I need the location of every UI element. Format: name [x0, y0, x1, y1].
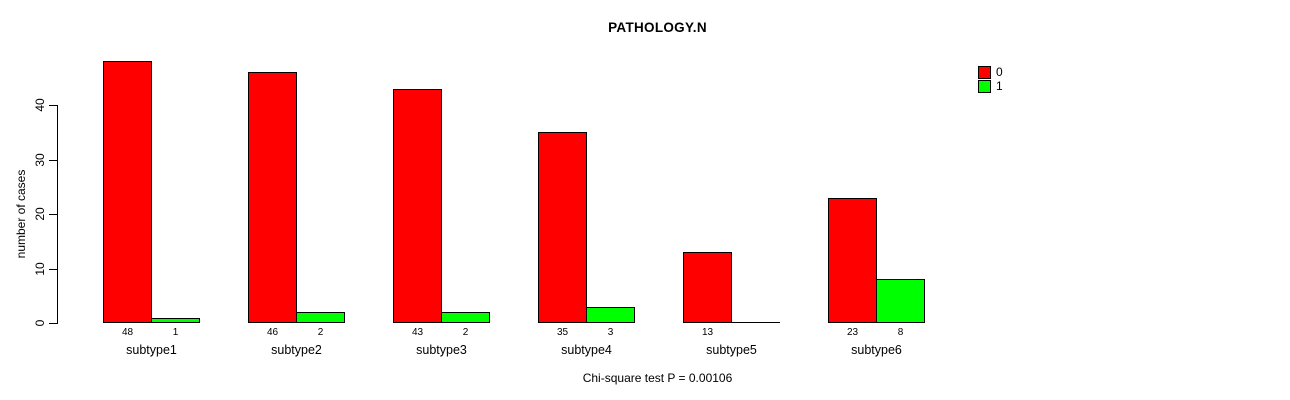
category-label-subtype4: subtype4 — [561, 343, 612, 357]
y-axis-line — [57, 105, 58, 324]
bar-subtype3-series-0 — [393, 89, 442, 323]
category-label-subtype5: subtype5 — [706, 343, 757, 357]
bar-subtype1-series-0 — [103, 61, 152, 323]
bar-subtype4-series-0 — [538, 132, 587, 323]
bar-value-label: 43 — [411, 327, 424, 338]
bar-subtype2-series-0 — [248, 72, 297, 323]
legend-label-1: 1 — [996, 79, 1003, 93]
y-tick — [49, 322, 57, 324]
y-axis-label: number of cases — [14, 169, 28, 259]
y-tick-label: 0 — [33, 319, 47, 327]
chi-square-annotation: Chi-square test P = 0.00106 — [582, 371, 733, 385]
y-tick-label: 40 — [33, 98, 47, 112]
category-label-subtype2: subtype2 — [271, 343, 322, 357]
bar-value-label: 46 — [266, 327, 279, 338]
legend-label-0: 0 — [996, 65, 1003, 79]
bar-value-label: 48 — [121, 327, 134, 338]
bar-subtype6-series-1 — [876, 279, 925, 323]
category-label-subtype1: subtype1 — [126, 343, 177, 357]
chart-title: PATHOLOGY.N — [608, 20, 707, 35]
bar-subtype2-series-1 — [296, 312, 345, 323]
bar-subtype6-series-0 — [828, 198, 877, 323]
bar-value-label: 13 — [701, 327, 714, 338]
bar-value-label: 2 — [317, 327, 324, 338]
y-tick — [49, 159, 57, 161]
bar-value-label: 23 — [846, 327, 859, 338]
y-tick — [49, 213, 57, 215]
category-label-subtype3: subtype3 — [416, 343, 467, 357]
y-tick-label: 20 — [33, 207, 47, 221]
bar-subtype1-series-1 — [151, 318, 200, 323]
zero-bar-line-subtype5-series-1 — [731, 322, 780, 323]
bar-subtype5-series-0 — [683, 252, 732, 323]
bar-value-label: 3 — [607, 327, 614, 338]
category-label-subtype6: subtype6 — [851, 343, 902, 357]
bar-value-label: 8 — [897, 327, 904, 338]
bar-subtype4-series-1 — [586, 307, 635, 323]
bar-value-label: 1 — [172, 327, 179, 338]
y-tick-label: 10 — [33, 262, 47, 276]
legend-swatch-red — [978, 65, 991, 79]
y-tick — [49, 104, 57, 106]
bar-subtype3-series-1 — [441, 312, 490, 323]
legend-item-0: 0 — [978, 65, 1003, 79]
legend: 0 1 — [978, 65, 1003, 93]
y-tick — [49, 268, 57, 270]
legend-item-1: 1 — [978, 79, 1003, 93]
bar-value-label: 35 — [556, 327, 569, 338]
legend-swatch-green — [978, 79, 991, 93]
bar-value-label: 2 — [462, 327, 469, 338]
y-tick-label: 30 — [33, 153, 47, 167]
